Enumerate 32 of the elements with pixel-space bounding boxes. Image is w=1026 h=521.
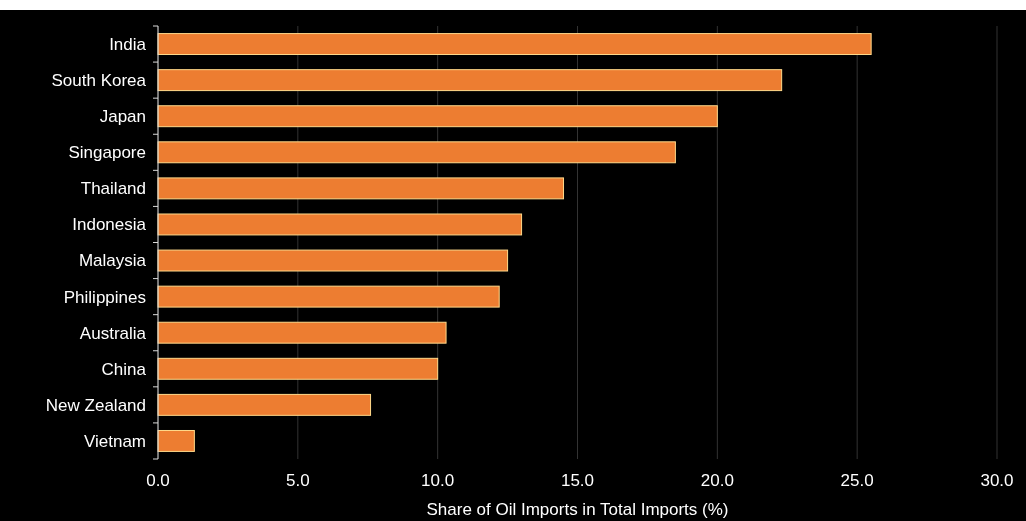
y-tick-label: China (101, 359, 147, 379)
y-tick-label: Vietnam (83, 431, 146, 451)
bar (157, 177, 565, 200)
bar (157, 357, 439, 380)
y-tick-label: India (109, 34, 147, 54)
y-tick-label: New Zealand (45, 395, 146, 415)
bar (157, 141, 676, 164)
y-tick-label: South Korea (51, 71, 147, 91)
x-axis-title: Share of Oil Imports in Total Imports (%) (426, 500, 729, 519)
y-tick-label: Indonesia (72, 215, 147, 235)
x-tick-label: 5.0 (286, 471, 310, 490)
bar (157, 429, 195, 452)
x-tick-label: 20.0 (700, 471, 734, 490)
bar (157, 69, 783, 92)
bar (157, 213, 523, 236)
x-tick-label: 30.0 (980, 471, 1014, 490)
x-tick-label: 0.0 (146, 471, 170, 490)
y-tick-label: Australia (79, 323, 147, 343)
y-tick-label: Malaysia (78, 251, 147, 271)
x-tick-label: 25.0 (840, 471, 874, 490)
bar (157, 249, 509, 272)
y-tick-label: Singapore (68, 143, 146, 163)
bar (157, 393, 372, 416)
y-tick-label: Philippines (63, 287, 146, 307)
y-tick-label: Japan (99, 107, 146, 127)
bar (157, 285, 500, 308)
x-tick-label: 15.0 (560, 471, 595, 490)
bar (157, 321, 447, 344)
bar (157, 105, 718, 128)
bar (157, 33, 872, 56)
y-tick-label: Thailand (80, 179, 146, 199)
x-tick-label: 10.0 (421, 471, 455, 490)
